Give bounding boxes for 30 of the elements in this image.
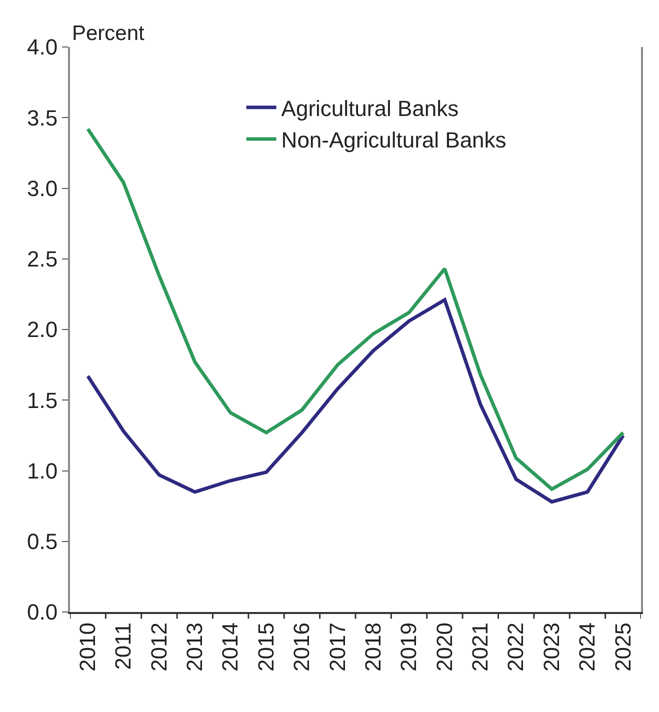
x-tick-label: 2015	[253, 622, 278, 672]
x-tick-label: 2021	[468, 622, 493, 672]
y-tick-label: 2.0	[27, 317, 58, 342]
y-tick-label: 3.5	[27, 105, 58, 130]
line-series	[86, 298, 625, 504]
x-tick-label: 2013	[182, 622, 208, 672]
legend-label: Agricultural Banks	[281, 96, 459, 121]
x-tick-label: 2017	[324, 622, 350, 672]
x-tick-label: 2023	[538, 622, 564, 672]
x-tick-label: 2012	[146, 622, 172, 672]
x-tick-label: 2024	[574, 622, 600, 672]
legend-label: Non-Agricultural Banks	[281, 128, 506, 153]
y-tick-label: 3.0	[27, 176, 58, 201]
y-tick-label: 0.0	[27, 600, 58, 625]
x-tick-label: 2022	[503, 622, 528, 672]
y-tick-label: 1.0	[27, 458, 58, 484]
y-tick-label: 0.5	[27, 529, 58, 554]
x-tick-label: 2018	[360, 622, 386, 672]
y-tick-label: 1.5	[27, 388, 58, 413]
y-tick-label: 2.5	[27, 246, 58, 272]
y-axis-title: Percent	[72, 22, 145, 45]
x-tick-label: 2010	[74, 622, 100, 672]
x-tick-label: 2019	[396, 622, 422, 672]
line-series	[86, 127, 625, 491]
x-tick-label: 2016	[289, 622, 314, 672]
x-tick-label: 2011	[110, 622, 136, 670]
y-tick-label: 4.0	[27, 34, 58, 60]
x-tick-label: 2025	[610, 622, 636, 672]
x-tick-label: 2020	[432, 622, 457, 672]
x-tick-label: 2014	[218, 622, 243, 672]
